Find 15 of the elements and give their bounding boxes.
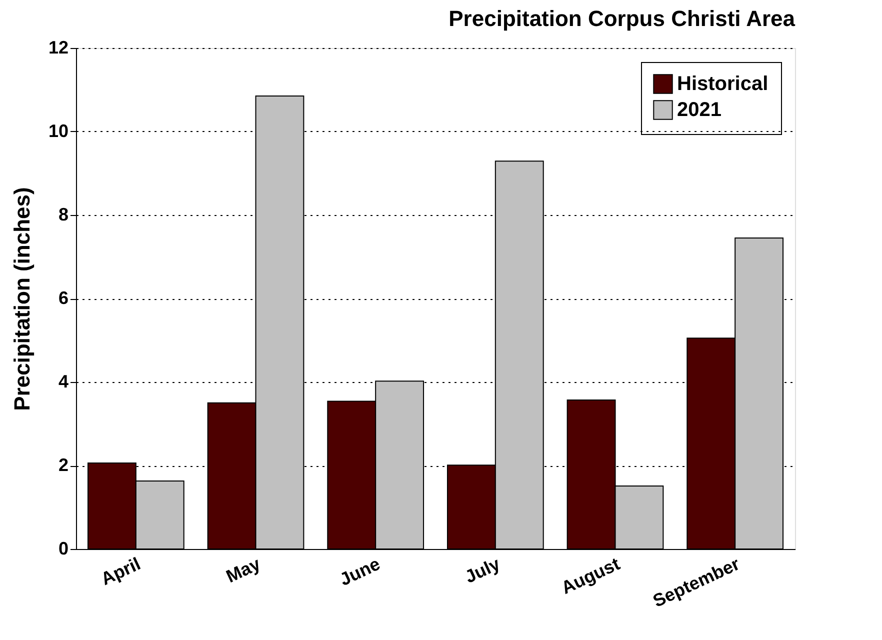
chart-title: Precipitation Corpus Christi Area [448, 6, 796, 31]
y-tick-label: 10 [48, 121, 68, 141]
y-axis-title: Precipitation (inches) [9, 187, 34, 411]
y-tick-label: 0 [58, 538, 68, 558]
legend-label: Historical [677, 73, 768, 95]
x-tick-label: April [98, 554, 144, 590]
y-tick-label: 12 [48, 38, 68, 58]
x-tick-label: June [336, 554, 384, 590]
x-tick-label: July [462, 554, 504, 588]
y-tick-label: 4 [58, 372, 68, 392]
legend-label: 2021 [677, 99, 722, 121]
y-tick-label: 6 [58, 288, 68, 308]
y-tick-label: 2 [58, 455, 68, 475]
x-tick-label: May [223, 554, 264, 587]
y-tick-label: 8 [58, 204, 68, 224]
